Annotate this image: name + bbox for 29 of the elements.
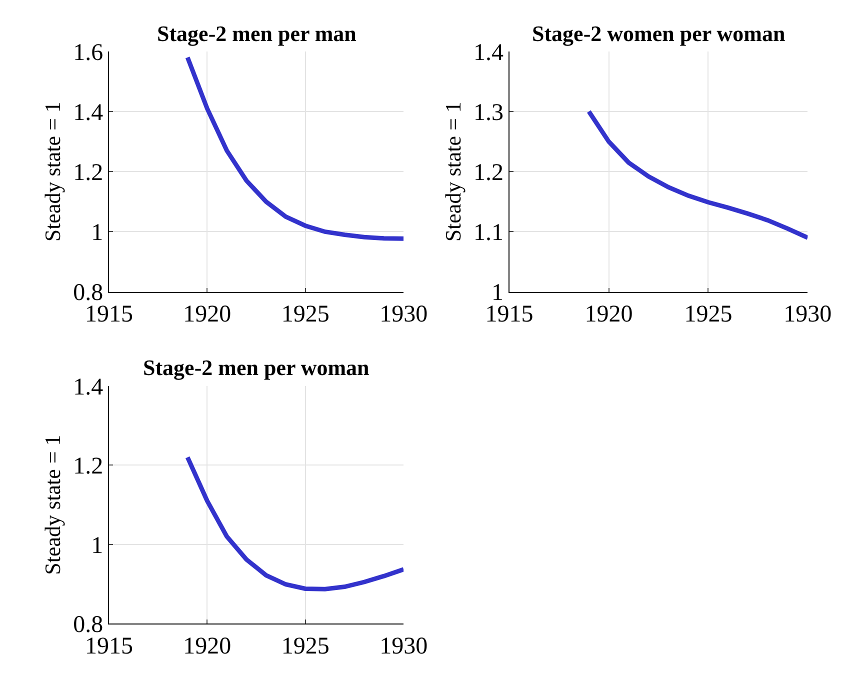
chart-title: Stage-2 men per woman xyxy=(143,355,370,380)
x-tick-label: 1925 xyxy=(684,302,732,328)
line-series xyxy=(586,109,808,240)
x-tick-label: 1925 xyxy=(281,302,330,328)
x-tick-label: 1920 xyxy=(584,302,633,328)
x-tick-label: 1920 xyxy=(183,633,232,660)
y-tick-label: 1.4 xyxy=(73,100,104,126)
y-tick-label: 1.4 xyxy=(73,374,104,400)
y-axis-title: Steady state = 1 xyxy=(40,434,65,575)
y-tick-label: 1.6 xyxy=(73,40,104,66)
y-tick-label: 1.2 xyxy=(474,160,504,186)
x-tick-label: 1925 xyxy=(281,633,330,660)
y-tick-label: 1 xyxy=(91,532,104,559)
line-series xyxy=(185,455,404,592)
x-tick-label: 1930 xyxy=(380,302,428,328)
x-tick-label: 1930 xyxy=(784,302,832,328)
x-tick-label: 1920 xyxy=(183,302,232,328)
y-tick-label: 1.2 xyxy=(73,454,104,480)
x-tick-label: 1930 xyxy=(380,633,428,660)
y-axis-title: Steady state = 1 xyxy=(440,102,466,242)
y-tick-label: 1.4 xyxy=(474,40,504,66)
y-tick-label: 1.3 xyxy=(474,100,504,126)
y-axis-title: Steady state = 1 xyxy=(40,102,65,242)
line-series xyxy=(185,55,404,241)
chart-title: Stage-2 women per woman xyxy=(532,21,786,46)
chart-title: Stage-2 men per man xyxy=(157,21,356,46)
y-tick-label: 1.2 xyxy=(73,160,104,186)
y-tick-label: 1.1 xyxy=(474,220,504,246)
y-tick-label: 1 xyxy=(91,220,104,246)
